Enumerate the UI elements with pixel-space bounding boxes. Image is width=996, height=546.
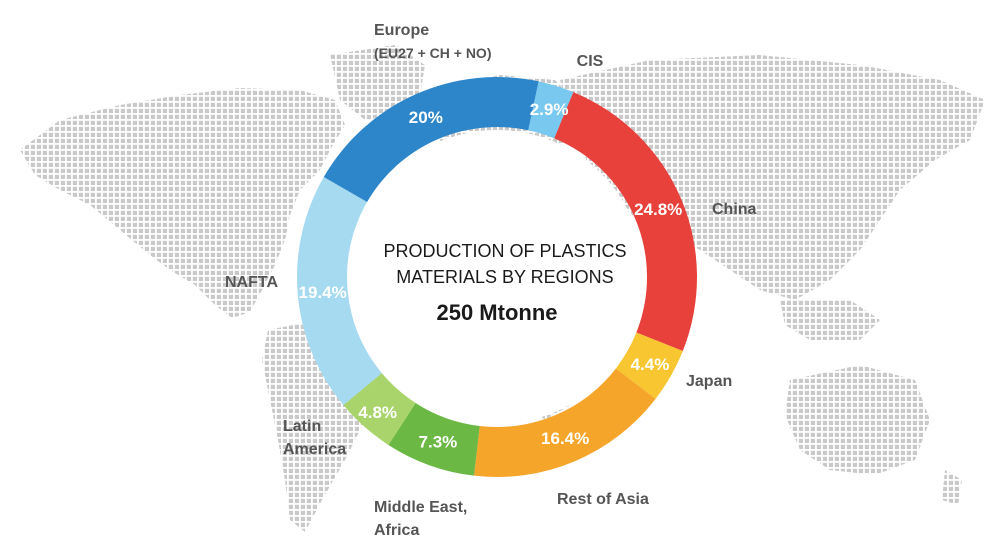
region-label: NAFTA (225, 274, 278, 291)
donut-slice (323, 77, 539, 202)
region-label: Latin America (283, 418, 346, 458)
region-label-line: NAFTA (225, 274, 278, 291)
greenland-shape (330, 45, 425, 120)
region-label: Europe (EU27 + CH + NO) (374, 22, 491, 61)
center-text: PRODUCTION OF PLASTICS MATERIALS BY REGI… (383, 241, 626, 325)
region-label: China (712, 201, 757, 218)
region-label-line: Middle East, (374, 499, 467, 516)
slice-value-label: 4.8% (358, 403, 397, 422)
donut-slice (554, 92, 698, 352)
region-label-line: Latin (283, 418, 321, 435)
donut-segments (297, 77, 698, 477)
region-label: Japan (686, 373, 732, 390)
slice-value-label: 7.3% (419, 433, 458, 452)
center-title-line-2: MATERIALS BY REGIONS (396, 267, 613, 287)
region-label-line: China (712, 201, 757, 218)
region-label-line: CIS (577, 53, 604, 70)
region-label: CIS (577, 53, 604, 70)
region-label-line: (EU27 + CH + NO) (374, 45, 491, 61)
slice-value-label: 24.8% (634, 200, 682, 219)
north-america-shape (20, 88, 345, 318)
region-label: Middle East, Africa (374, 499, 467, 539)
center-disc (350, 130, 644, 424)
region-label-line: America (283, 441, 346, 458)
southeast-asia-shape (780, 300, 880, 340)
region-label-line: Europe (374, 22, 429, 39)
donut-slice (343, 373, 416, 445)
donut-slice (474, 368, 656, 477)
region-label-line: Rest of Asia (557, 491, 649, 508)
slice-value-label: 19.4% (299, 283, 347, 302)
center-total: 250 Mtonne (436, 300, 557, 325)
australia-shape (785, 365, 930, 475)
region-label: Rest of Asia (557, 491, 649, 508)
region-label-line: Japan (686, 373, 732, 390)
donut-slice (528, 81, 574, 139)
slice-value-label: 16.4% (541, 429, 589, 448)
donut-slice (297, 177, 382, 406)
asia-shape (560, 55, 985, 300)
slice-value-label: 4.4% (631, 355, 670, 374)
region-labels: CIS China Japan Rest of Asia Middle East, Afr… (225, 22, 757, 539)
slice-value-label: 20% (409, 108, 443, 127)
center-title-line-1: PRODUCTION OF PLASTICS (383, 241, 626, 261)
donut-slice (615, 332, 683, 399)
new-zealand-shape (942, 470, 962, 505)
region-label-line: Africa (374, 522, 419, 539)
slice-value-label: 2.9% (530, 100, 569, 119)
donut-slice (388, 402, 480, 476)
slice-value-labels: 2.9% 24.8% 4.4% 16.4% 7.3% 4.8% 19.4% 20% (299, 100, 683, 452)
